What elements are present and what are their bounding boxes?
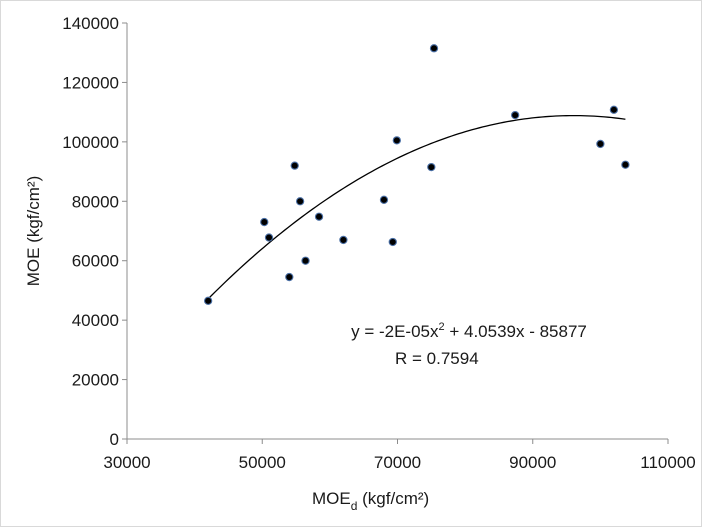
data-point xyxy=(621,160,630,169)
equation-prefix: y = -2E-05x xyxy=(351,322,439,341)
y-tick-label: 100000 xyxy=(62,133,119,152)
y-tick-label: 80000 xyxy=(72,192,119,211)
data-point xyxy=(203,296,213,305)
x-tick-label: 110000 xyxy=(640,453,695,472)
x-tick-label: 50000 xyxy=(239,453,286,472)
tick-labels: 0 20000 40000 60000 80000 100000 120000 140000 3… xyxy=(62,14,695,472)
trendline-equation: y = -2E-05x2 + 4.0539x - 85877 xyxy=(351,321,587,341)
data-point xyxy=(379,195,389,204)
data-point xyxy=(314,212,324,221)
data-point xyxy=(511,110,520,120)
data-point xyxy=(295,197,305,206)
trendline-r-value: R = 0.7594 xyxy=(395,349,479,368)
x-axis-title-main: MOE xyxy=(312,489,351,508)
x-tick-label: 90000 xyxy=(509,453,556,472)
data-point xyxy=(388,237,397,247)
data-point xyxy=(429,44,439,53)
equation-suffix: + 4.0539x - 85877 xyxy=(445,322,587,341)
x-axis-title: MOEd (kgf/cm²) xyxy=(312,489,429,513)
equation-exponent: 2 xyxy=(439,321,445,333)
y-tick-label: 120000 xyxy=(62,73,119,92)
data-point xyxy=(260,217,269,227)
y-tick-label: 20000 xyxy=(72,371,119,390)
y-tick-label: 0 xyxy=(110,430,119,449)
x-axis-title-unit: (kgf/cm²) xyxy=(357,489,429,508)
data-points xyxy=(203,44,630,305)
data-point xyxy=(339,235,348,245)
x-axis-title-subscript: d xyxy=(351,499,358,513)
y-axis-title: MOE (kgf/cm²) xyxy=(24,176,43,287)
data-point xyxy=(609,105,619,114)
axes xyxy=(122,22,669,444)
y-tick-label: 140000 xyxy=(62,14,119,33)
y-tick-label: 60000 xyxy=(72,252,119,271)
data-point xyxy=(285,272,294,282)
data-point xyxy=(290,161,299,170)
data-point xyxy=(301,256,310,265)
x-tick-label: 30000 xyxy=(103,453,150,472)
data-point xyxy=(427,162,436,172)
y-tick-label: 40000 xyxy=(72,311,119,330)
trendline xyxy=(207,114,626,300)
x-tick-label: 70000 xyxy=(374,453,421,472)
data-point xyxy=(392,136,401,145)
data-point xyxy=(596,139,605,149)
data-point xyxy=(264,233,274,242)
